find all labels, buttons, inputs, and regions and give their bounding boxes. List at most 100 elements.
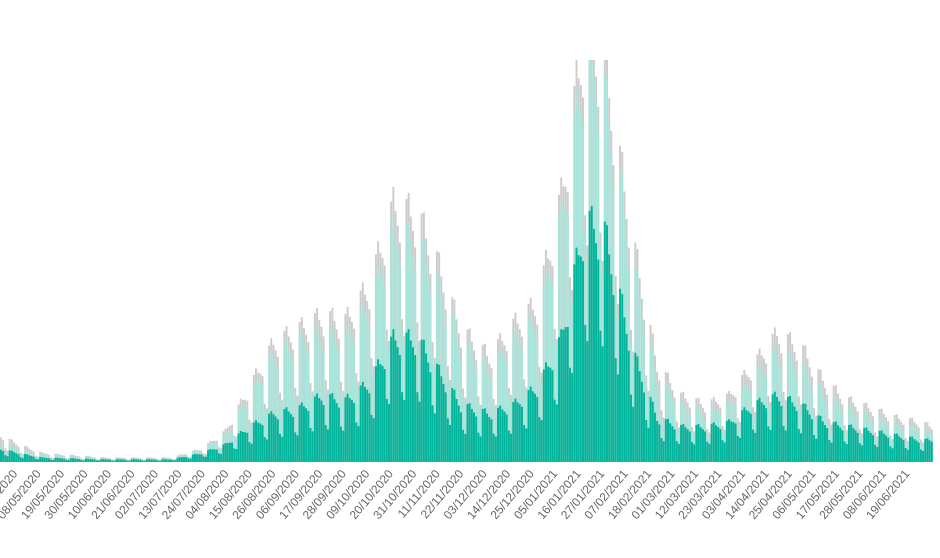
- dark-teal-bar: [830, 442, 833, 462]
- dark-teal-bar: [865, 427, 868, 462]
- dark-teal-bar: [296, 435, 299, 462]
- dark-teal-bar: [93, 459, 96, 462]
- dark-teal-bar: [459, 412, 462, 462]
- dark-teal-bar: [571, 372, 574, 462]
- light-teal-bar: [296, 402, 299, 462]
- dark-teal-bar: [710, 423, 713, 462]
- dark-teal-bar: [98, 460, 101, 462]
- dark-teal-bar: [595, 243, 598, 462]
- dark-teal-bar: [573, 264, 576, 462]
- light-teal-bar: [516, 337, 519, 462]
- dark-teal-bar: [385, 399, 388, 462]
- dark-teal-bar: [832, 422, 835, 462]
- dark-teal-bar: [904, 447, 907, 462]
- dark-teal-bar: [268, 413, 271, 462]
- dark-teal-bar: [477, 432, 480, 462]
- dark-teal-bar: [771, 394, 774, 462]
- dark-teal-bar: [368, 393, 371, 462]
- dark-teal-bar: [590, 205, 593, 462]
- dark-teal-bar: [531, 391, 534, 462]
- light-teal-bar: [289, 354, 292, 462]
- light-teal-bar: [272, 357, 275, 462]
- dark-teal-bar: [854, 430, 857, 462]
- light-teal-bar: [303, 342, 305, 462]
- dark-teal-bar: [377, 359, 380, 462]
- dark-teal-bar: [845, 444, 848, 462]
- dark-teal-bar: [510, 433, 513, 462]
- light-teal-bar: [285, 340, 288, 462]
- light-teal-bar: [298, 336, 301, 462]
- dark-teal-bar: [826, 427, 829, 462]
- dark-teal-bar: [882, 433, 885, 462]
- light-teal-bar: [281, 406, 284, 462]
- light-teal-bar: [309, 391, 312, 462]
- dark-teal-bar: [30, 456, 33, 462]
- dark-teal-bar: [63, 458, 66, 462]
- dark-teal-bar: [39, 456, 42, 462]
- dark-teal-bar: [444, 392, 447, 462]
- dark-teal-bar: [405, 332, 408, 462]
- dark-teal-bar: [316, 393, 319, 462]
- dark-teal-bar: [782, 425, 785, 462]
- dark-teal-bar: [815, 438, 818, 462]
- light-teal-bar: [457, 346, 460, 462]
- dark-teal-bar: [446, 418, 449, 462]
- dark-teal-bar: [614, 358, 617, 462]
- dark-teal-bar: [342, 430, 345, 462]
- dark-teal-bar: [224, 443, 227, 462]
- dark-teal-bar: [435, 363, 438, 462]
- light-teal-bar: [263, 410, 266, 462]
- dark-teal-bar: [217, 453, 220, 462]
- dark-teal-bar: [320, 400, 323, 462]
- dark-teal-bar: [662, 441, 665, 462]
- dark-teal-bar: [653, 412, 656, 462]
- light-teal-bar: [276, 368, 279, 462]
- dark-teal-bar: [479, 436, 482, 462]
- dark-teal-bar: [289, 413, 292, 462]
- dark-teal-bar: [401, 392, 404, 462]
- dark-teal-bar: [150, 459, 153, 462]
- dark-teal-bar: [808, 414, 811, 462]
- dark-teal-bar: [867, 430, 870, 462]
- dark-teal-bar: [688, 431, 691, 462]
- light-teal-bar: [468, 342, 471, 462]
- dark-teal-bar: [706, 441, 709, 462]
- dark-teal-bar: [930, 441, 933, 462]
- dark-teal-bar: [717, 426, 720, 462]
- dark-teal-bar: [335, 403, 338, 462]
- dark-teal-bar: [152, 459, 155, 462]
- dark-teal-bar: [222, 444, 225, 462]
- light-teal-bar: [283, 344, 286, 462]
- dark-teal-bar: [191, 454, 194, 462]
- dark-teal-bar: [431, 405, 434, 462]
- dark-teal-bar: [235, 449, 238, 462]
- dark-teal-bar: [636, 356, 639, 462]
- dark-teal-bar: [276, 419, 279, 462]
- dark-teal-bar: [412, 347, 414, 462]
- dark-teal-bar: [170, 459, 172, 462]
- dark-teal-bar: [28, 455, 31, 462]
- series-light-teal-bars: [0, 60, 933, 463]
- dark-teal-bar: [26, 454, 29, 462]
- dark-teal-bar: [61, 458, 63, 462]
- dark-teal-bar: [488, 416, 491, 462]
- dark-teal-bar: [555, 404, 558, 462]
- dark-teal-bar: [47, 458, 50, 462]
- dark-teal-bar: [324, 425, 327, 462]
- dark-teal-bar: [834, 421, 837, 462]
- dark-teal-bar: [23, 454, 26, 462]
- dark-teal-bar: [656, 421, 659, 462]
- dark-teal-bar: [579, 256, 582, 462]
- dark-teal-bar: [4, 455, 7, 462]
- dark-teal-bar: [248, 442, 251, 462]
- dark-teal-bar: [734, 423, 737, 462]
- dark-teal-bar: [183, 457, 186, 462]
- dark-teal-bar: [106, 459, 109, 462]
- dark-teal-bar: [165, 459, 168, 462]
- dark-teal-bar: [115, 459, 118, 462]
- dark-teal-bar: [119, 459, 122, 462]
- dark-teal-bar: [80, 460, 83, 462]
- dark-teal-bar: [462, 429, 465, 462]
- dark-teal-bar: [725, 420, 728, 462]
- dark-teal-bar: [791, 402, 794, 462]
